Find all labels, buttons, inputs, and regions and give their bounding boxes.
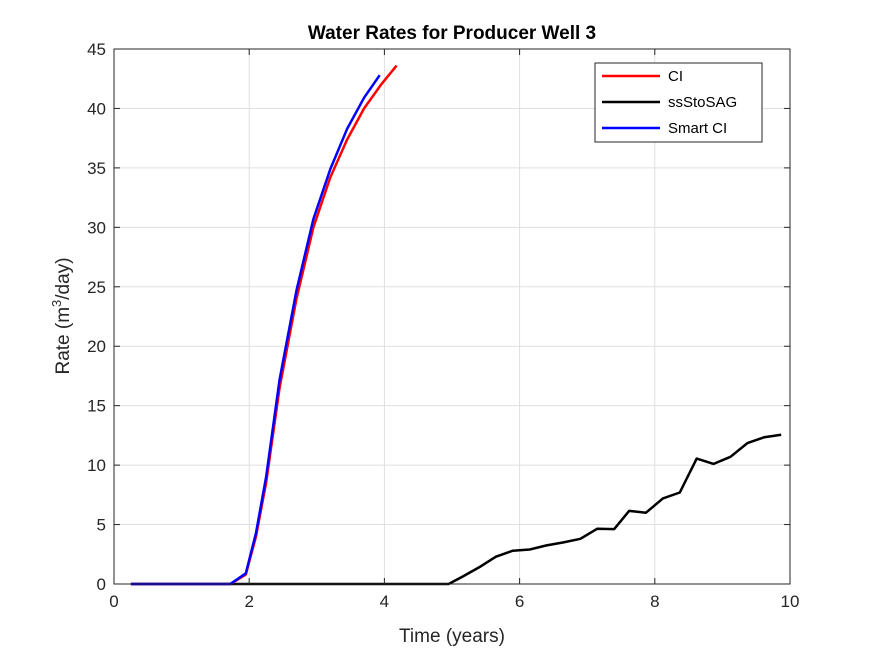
y-tick-label: 40 [87,99,106,118]
plot-frame [113,48,791,585]
y-axis-label: Rate (m3/day) [49,257,74,374]
y-axis-label-superscript: 3 [49,300,64,307]
legend-label-ci: CI [668,68,683,85]
x-tick-label: 6 [515,592,524,611]
chart-title: Water Rates for Producer Well 3 [308,23,596,44]
y-tick-label: 5 [97,516,106,535]
legend: CI ssStoSAG Smart CI [594,62,763,143]
legend-label-ssstosag: ssStoSAG [668,94,737,111]
x-tick-label: 2 [244,592,253,611]
y-tick-label: 35 [87,159,106,178]
x-axis-label: Time (years) [399,626,505,647]
y-tick-label: 30 [87,218,106,237]
y-axis-label-prefix: Rate (m [53,307,74,375]
y-tick-label: 15 [87,397,106,416]
y-axis-label-suffix: /day) [53,257,74,299]
y-tick-label: 45 [87,40,106,59]
y-tick-label: 25 [87,278,106,297]
tick-labels: 0 2 4 6 8 10 0 5 10 15 20 25 30 35 40 45 [87,40,799,611]
x-tick-label: 4 [380,592,389,611]
y-tick-label: 0 [97,575,106,594]
x-tick-label: 10 [781,592,800,611]
x-tick-label: 0 [109,592,118,611]
axis-ticks [113,48,791,585]
y-tick-label: 10 [87,456,106,475]
y-tick-label: 20 [87,337,106,356]
x-tick-label: 8 [650,592,659,611]
legend-label-smart-ci: Smart CI [668,120,727,137]
